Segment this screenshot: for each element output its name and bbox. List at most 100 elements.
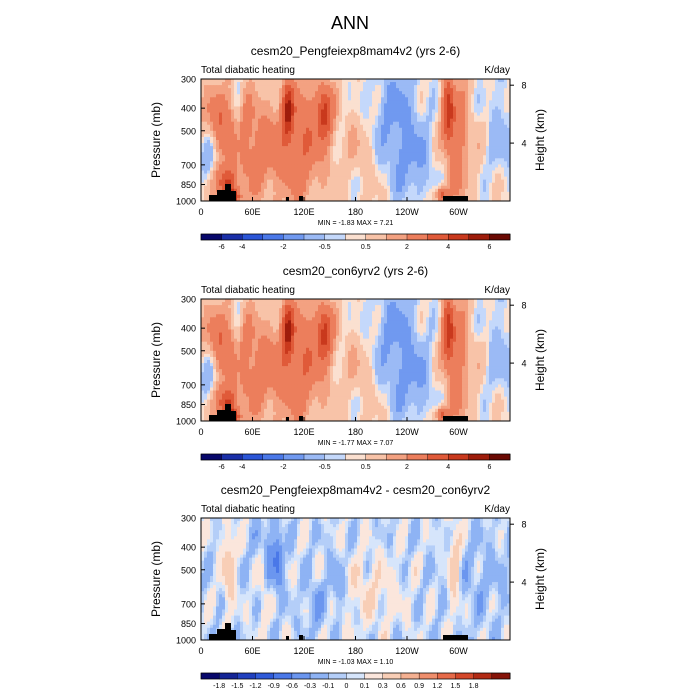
heatmap-cell [471,188,475,193]
heatmap-cell [474,149,478,153]
heatmap-cell [432,130,436,135]
heatmap-cell [393,161,397,165]
heatmap-cell [282,100,286,104]
heatmap-cell [450,302,454,306]
heatmap-cell [222,127,226,132]
heatmap-cell [333,140,337,144]
heatmap-cell [369,136,373,141]
heatmap-cell [318,164,322,168]
heatmap-cell [357,194,361,199]
heatmap-cell [207,103,211,107]
heatmap-cell [339,100,343,104]
heatmap-cell [324,158,328,162]
heatmap-cell [372,182,376,187]
heatmap-cell [330,311,334,315]
heatmap-cell [456,85,460,89]
heatmap-cell [330,170,334,174]
heatmap-cell [318,305,322,309]
heatmap-cell [354,85,358,89]
heatmap-cell [336,197,340,202]
heatmap-cell [441,143,445,147]
heatmap-cell [303,109,307,113]
heatmap-cell [360,194,364,199]
heatmap-cell [270,103,274,107]
heatmap-cell [318,130,322,135]
heatmap-cell [456,146,460,150]
heatmap-cell [261,100,265,104]
heatmap-cell [339,118,343,123]
heatmap-cell [348,109,352,113]
heatmap-cell [417,140,421,144]
heatmap-cell [348,124,352,129]
heatmap-cell [471,130,475,135]
heatmap-cell [450,118,454,123]
heatmap-cell [348,94,352,98]
heatmap-cell [312,140,316,144]
colorbar: -6 -4 -2 -0.5 0.5 2 4 6 [200,233,511,251]
heatmap-cell [201,91,205,95]
heatmap-cell [396,91,400,95]
heatmap-cell [384,158,388,162]
heatmap-cell [333,109,337,113]
heatmap-cell [306,155,310,159]
heatmap-cell [318,109,322,113]
heatmap-cell [309,127,313,132]
heatmap-cell [264,197,268,202]
heatmap-cell [204,146,208,150]
heatmap-cell [471,85,475,89]
heatmap-cell [273,91,277,95]
heatmap-cell [348,140,352,144]
heatmap-cell [456,185,460,190]
heatmap-cell [261,170,265,174]
heatmap-cell [258,88,262,92]
heatmap-cell [300,79,304,83]
heatmap-cell [297,109,301,113]
heatmap-cell [264,155,268,159]
heatmap-cell [348,167,352,171]
heatmap-cell [252,170,256,174]
heatmap-cell [249,118,253,123]
heatmap-cell [414,118,418,123]
heatmap-cell [288,179,292,184]
heatmap-cell [231,314,235,318]
heatmap-cell [231,305,235,309]
heatmap-cell [396,127,400,132]
heatmap-cell [288,170,292,174]
heatmap-cell [366,176,370,181]
heatmap-cell [369,146,373,150]
heatmap-cell [207,79,211,83]
heatmap-cell [264,127,268,132]
heatmap-cell [369,191,373,196]
heatmap-cell [372,311,376,315]
heatmap-cell [231,311,235,315]
heatmap-cell [483,140,487,144]
heatmap-cell [270,82,274,86]
heatmap-cell [306,140,310,144]
heatmap-cell [495,161,499,165]
heatmap-cell [366,158,370,162]
heatmap-cell [207,91,211,95]
heatmap-cell [300,176,304,181]
heatmap-cell [432,158,436,162]
heatmap-cell [453,155,457,159]
heatmap-cell [216,176,220,181]
heatmap-cell [492,155,496,159]
heatmap-cell [420,320,424,324]
heatmap-cell [375,100,379,104]
heatmap-cell [234,130,238,135]
heatmap-cell [393,173,397,177]
heatmap-cell [210,176,214,181]
heatmap-cell [246,317,250,321]
heatmap-cell [321,161,325,165]
heatmap-cell [240,191,244,196]
heatmap-cell [309,164,313,168]
heatmap-cell [468,164,472,168]
heatmap-cell [228,314,232,318]
heatmap-cell [303,314,307,318]
heatmap-cell [501,314,505,318]
heatmap-cell [255,127,259,132]
heatmap-cell [321,299,325,303]
heatmap-cell [399,170,403,174]
heatmap-cell [477,118,481,123]
heatmap-cell [486,191,490,196]
